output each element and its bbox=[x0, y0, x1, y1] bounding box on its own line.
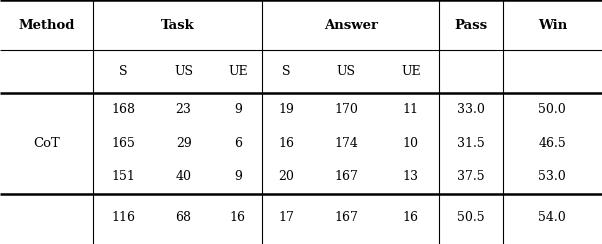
Text: 10: 10 bbox=[403, 137, 419, 150]
Text: US: US bbox=[174, 65, 193, 78]
Text: 68: 68 bbox=[176, 211, 191, 224]
Text: 167: 167 bbox=[334, 170, 358, 183]
Text: US: US bbox=[337, 65, 356, 78]
Text: 13: 13 bbox=[403, 170, 419, 183]
Text: 19: 19 bbox=[278, 103, 294, 116]
Text: 54.0: 54.0 bbox=[538, 211, 566, 224]
Text: 29: 29 bbox=[176, 137, 191, 150]
Text: 11: 11 bbox=[403, 103, 419, 116]
Text: 16: 16 bbox=[403, 211, 419, 224]
Text: 167: 167 bbox=[334, 211, 358, 224]
Text: 16: 16 bbox=[278, 137, 294, 150]
Text: 116: 116 bbox=[111, 211, 135, 224]
Text: 6: 6 bbox=[234, 137, 242, 150]
Text: Win: Win bbox=[538, 19, 567, 31]
Text: 168: 168 bbox=[111, 103, 135, 116]
Text: UE: UE bbox=[401, 65, 421, 78]
Text: S: S bbox=[282, 65, 290, 78]
Text: Answer: Answer bbox=[324, 19, 377, 31]
Text: 9: 9 bbox=[234, 170, 242, 183]
Text: S: S bbox=[119, 65, 128, 78]
Text: 46.5: 46.5 bbox=[538, 137, 566, 150]
Text: 53.0: 53.0 bbox=[538, 170, 566, 183]
Text: Task: Task bbox=[161, 19, 194, 31]
Text: 151: 151 bbox=[111, 170, 135, 183]
Text: 170: 170 bbox=[334, 103, 358, 116]
Text: 50.0: 50.0 bbox=[538, 103, 566, 116]
Text: 174: 174 bbox=[334, 137, 358, 150]
Text: UE: UE bbox=[228, 65, 247, 78]
Text: Pass: Pass bbox=[455, 19, 488, 31]
Text: 37.5: 37.5 bbox=[458, 170, 485, 183]
Text: 20: 20 bbox=[278, 170, 294, 183]
Text: 165: 165 bbox=[111, 137, 135, 150]
Text: 31.5: 31.5 bbox=[457, 137, 485, 150]
Text: 23: 23 bbox=[176, 103, 191, 116]
Text: 33.0: 33.0 bbox=[457, 103, 485, 116]
Text: 17: 17 bbox=[278, 211, 294, 224]
Text: 40: 40 bbox=[176, 170, 191, 183]
Text: 16: 16 bbox=[230, 211, 246, 224]
Text: 50.5: 50.5 bbox=[458, 211, 485, 224]
Text: Method: Method bbox=[19, 19, 75, 31]
Text: CoT: CoT bbox=[33, 137, 60, 150]
Text: 9: 9 bbox=[234, 103, 242, 116]
